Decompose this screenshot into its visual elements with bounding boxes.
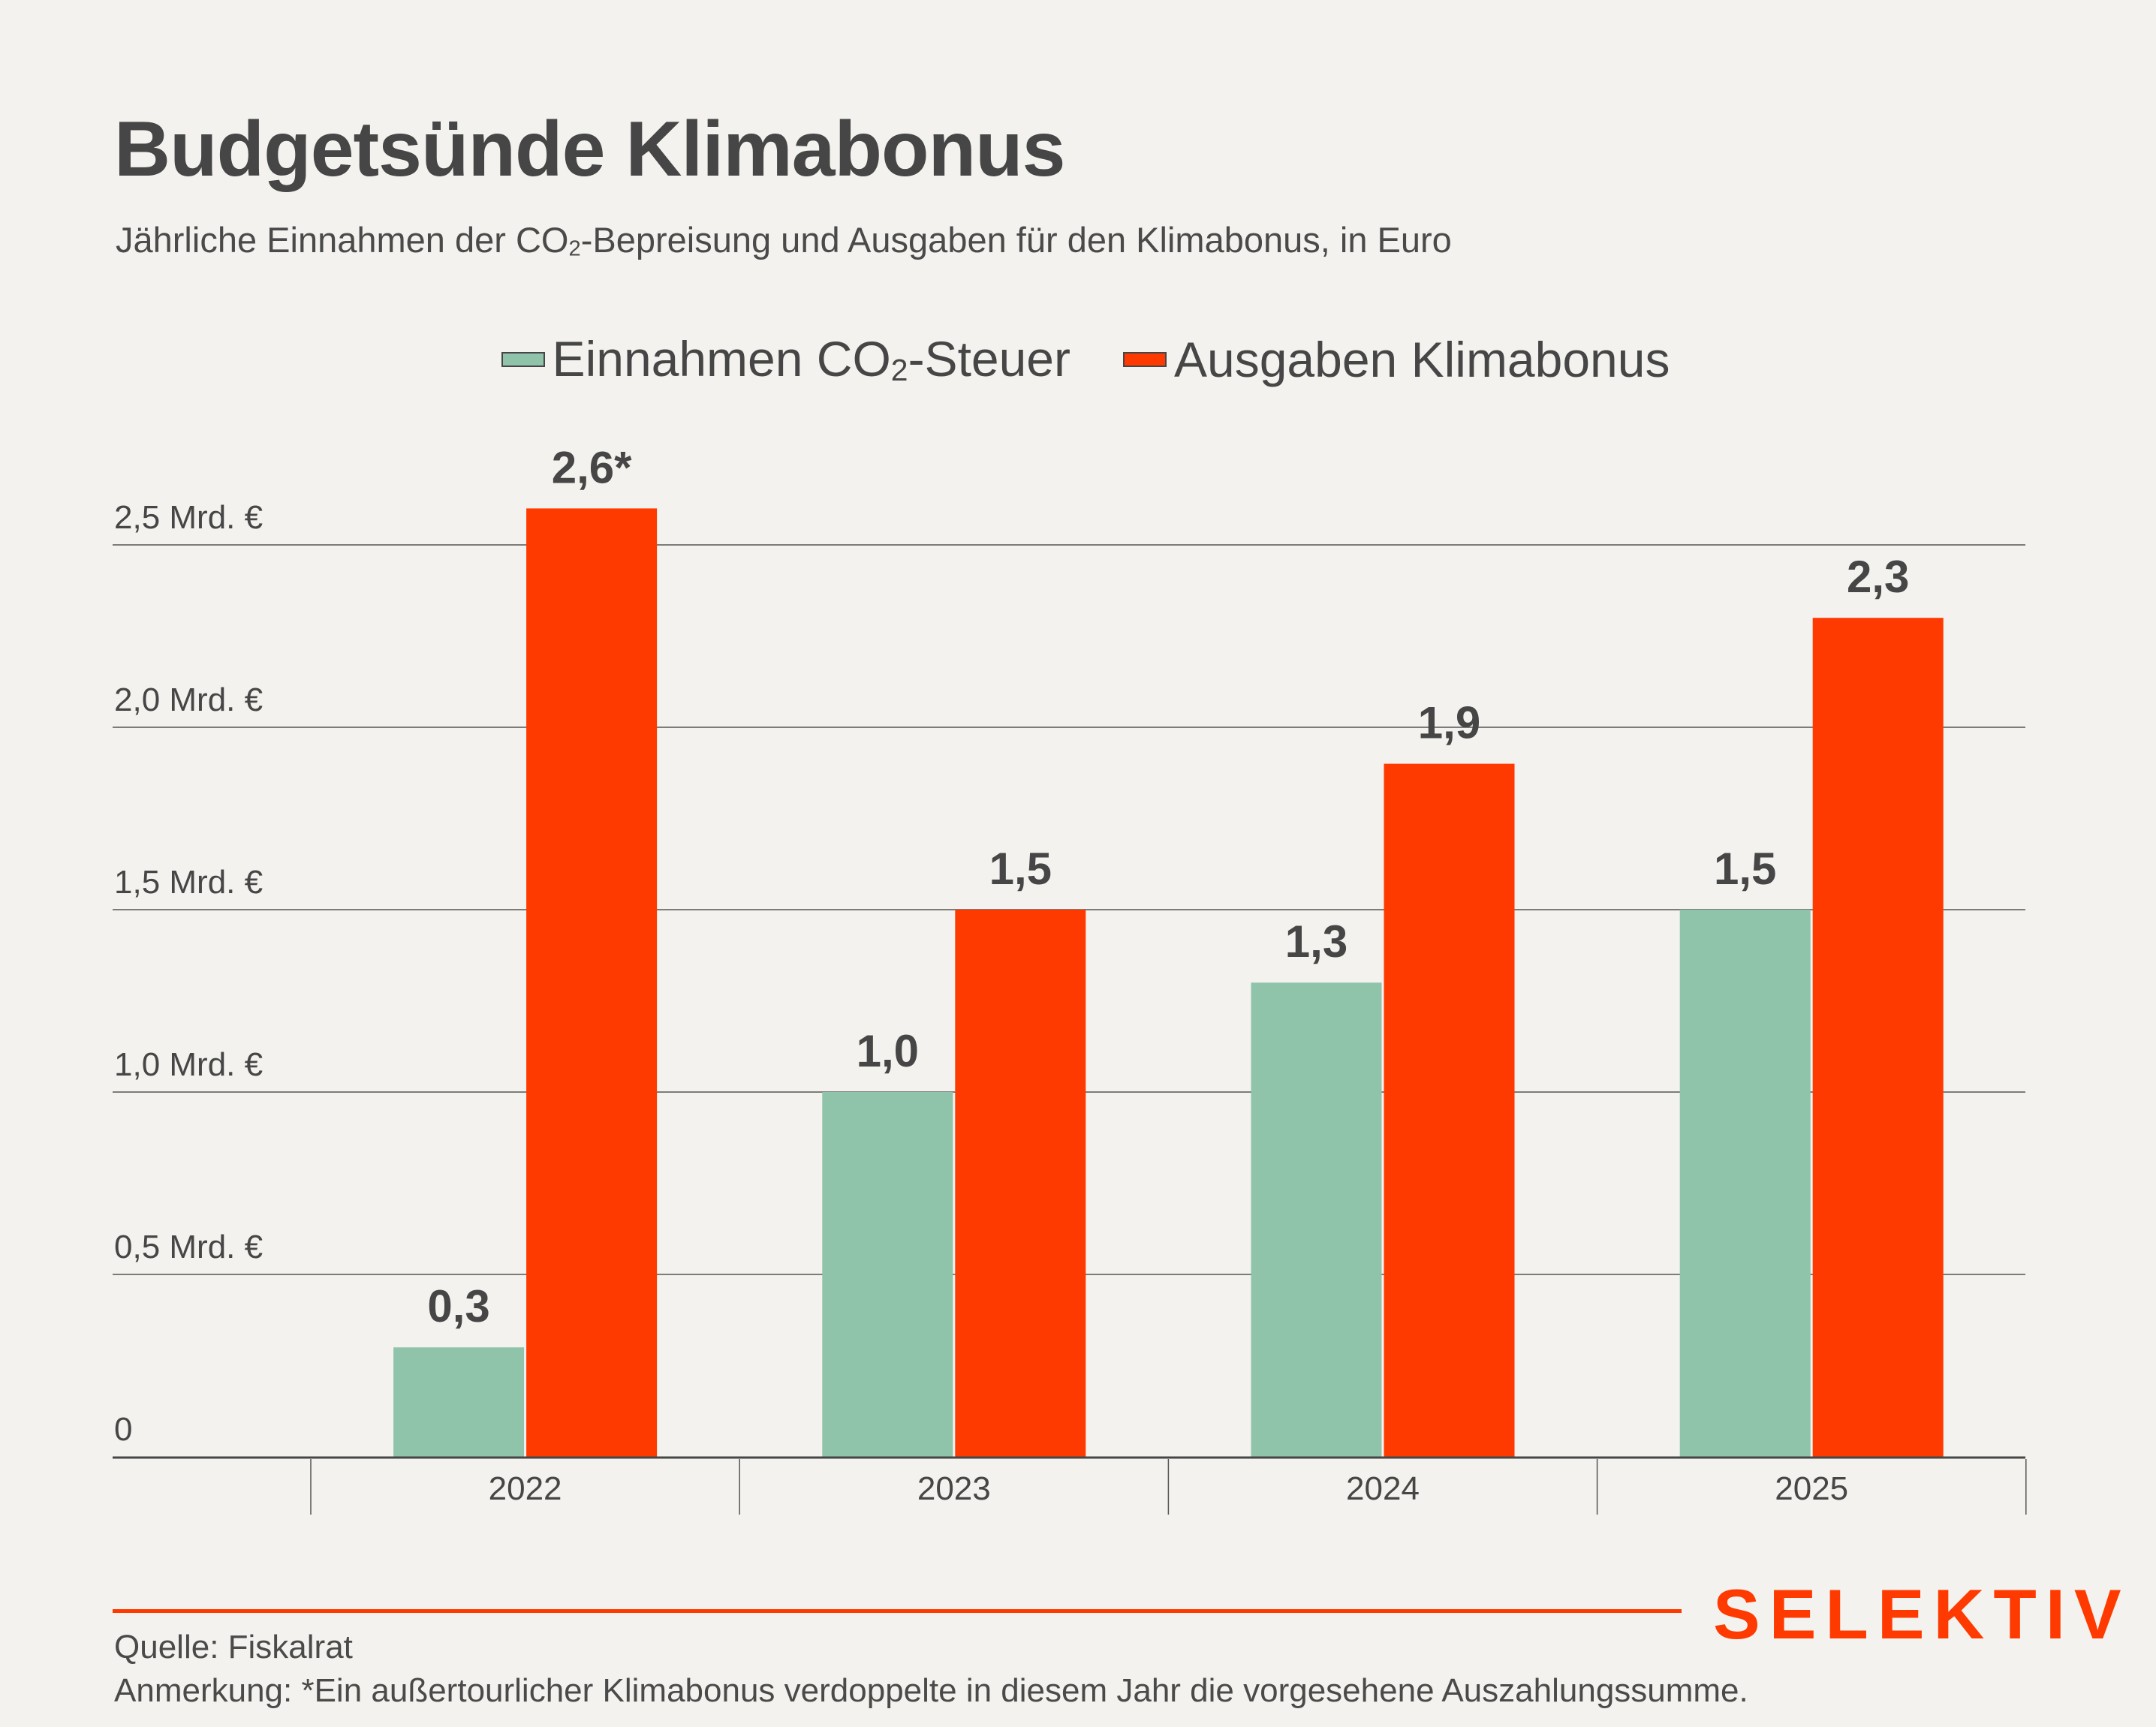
legend-label-pre: Einnahmen CO bbox=[552, 331, 891, 387]
bar-einnahmen-2025 bbox=[1679, 910, 1811, 1457]
subtitle-text-post: -Bepreisung und Ausgaben für den Klimabo… bbox=[580, 220, 1452, 260]
value-label: 1,5 bbox=[989, 844, 1052, 894]
chart-legend: Einnahmen CO2-Steuer Ausgaben Klimabonus bbox=[0, 330, 2156, 388]
legend-swatch-ausgaben bbox=[1123, 351, 1167, 367]
value-label: 1,0 bbox=[857, 1026, 919, 1076]
value-label: 1,9 bbox=[1418, 698, 1480, 748]
value-label: 1,3 bbox=[1285, 916, 1348, 967]
subtitle-subscript: 2 bbox=[568, 236, 581, 261]
footnote: Anmerkung: *Ein außertourlicher Klimabon… bbox=[114, 1672, 1748, 1709]
bar-einnahmen-2023 bbox=[822, 1092, 953, 1457]
bar-ausgaben-2023 bbox=[955, 910, 1086, 1457]
y-tick-label: 2,5 Mrd. € bbox=[114, 499, 263, 536]
legend-swatch-einnahmen bbox=[501, 351, 545, 367]
source-note: Quelle: Fiskalrat bbox=[114, 1629, 353, 1665]
value-label: 2,6* bbox=[552, 442, 632, 492]
y-tick-label: 0 bbox=[114, 1411, 132, 1448]
x-tick-label: 2022 bbox=[489, 1470, 562, 1507]
bar-ausgaben-2024 bbox=[1384, 763, 1515, 1457]
legend-label-sub: 2 bbox=[890, 353, 908, 388]
y-tick-label: 1,5 Mrd. € bbox=[114, 864, 263, 901]
bar-einnahmen-2022 bbox=[393, 1347, 525, 1457]
y-axis-labels: 0 0,5 Mrd. € 1,0 Mrd. € 1,5 Mrd. € 2,0 Mrd. … bbox=[114, 499, 263, 1448]
footer-divider bbox=[113, 1609, 1682, 1613]
chart-title: Budgetsünde Klimabonus bbox=[114, 106, 1065, 193]
value-label: 2,3 bbox=[1847, 552, 1909, 602]
x-tick-label: 2024 bbox=[1346, 1470, 1420, 1507]
brand-logo: SELEKTIV bbox=[1713, 1575, 2130, 1653]
bars bbox=[393, 508, 1944, 1458]
x-tick-label: 2023 bbox=[917, 1470, 991, 1507]
value-labels: 0,3 2,6* 1,0 1,5 1,3 1,9 1,5 2,3 bbox=[427, 442, 1909, 1331]
y-tick-label: 2,0 Mrd. € bbox=[114, 681, 263, 718]
legend-label-einnahmen: Einnahmen CO2-Steuer bbox=[553, 330, 1070, 388]
x-tick-label: 2025 bbox=[1775, 1470, 1848, 1507]
legend-item-einnahmen: Einnahmen CO2-Steuer bbox=[501, 330, 1070, 388]
y-tick-label: 0,5 Mrd. € bbox=[114, 1229, 263, 1265]
legend-label-post: -Steuer bbox=[908, 331, 1070, 387]
bar-einnahmen-2024 bbox=[1251, 982, 1382, 1457]
chart-subtitle: Jährliche Einnahmen der CO2-Bepreisung u… bbox=[116, 219, 1452, 261]
value-label: 0,3 bbox=[427, 1281, 489, 1331]
value-label: 1,5 bbox=[1714, 844, 1776, 894]
bar-ausgaben-2025 bbox=[1812, 618, 1944, 1458]
bar-ausgaben-2022 bbox=[526, 508, 658, 1457]
legend-item-ausgaben: Ausgaben Klimabonus bbox=[1123, 331, 1670, 388]
y-tick-label: 1,0 Mrd. € bbox=[114, 1046, 263, 1083]
subtitle-text-pre: Jährliche Einnahmen der CO bbox=[116, 220, 569, 260]
x-axis: 2022 2023 2024 2025 bbox=[113, 1456, 2027, 1515]
legend-label-ausgaben: Ausgaben Klimabonus bbox=[1174, 331, 1670, 387]
